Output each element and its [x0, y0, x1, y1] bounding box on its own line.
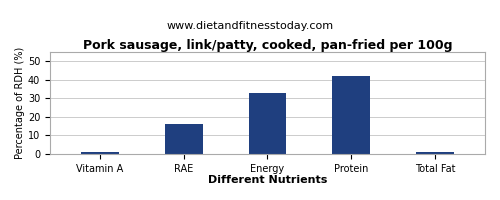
Bar [82, 152, 119, 154]
Y-axis label: Percentage of RDH (%): Percentage of RDH (%) [15, 47, 25, 159]
Bar [416, 152, 454, 154]
Bar [332, 76, 370, 154]
X-axis label: Different Nutrients: Different Nutrients [208, 175, 327, 185]
Bar [248, 93, 286, 154]
Bar [165, 124, 202, 154]
Title: Pork sausage, link/patty, cooked, pan-fried per 100g: Pork sausage, link/patty, cooked, pan-fr… [82, 39, 452, 52]
Text: www.dietandfitnesstoday.com: www.dietandfitnesstoday.com [166, 21, 334, 31]
